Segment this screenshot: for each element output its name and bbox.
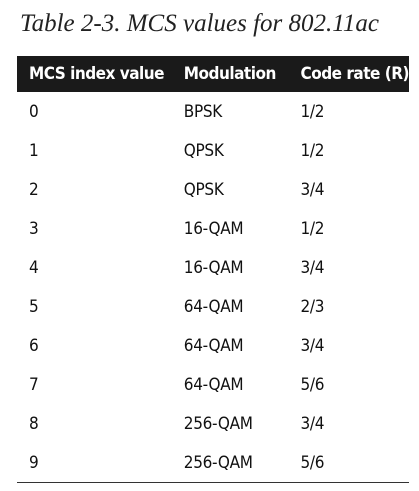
table-row: 8 256-QAM 3/4 xyxy=(17,404,409,443)
table-row: 1 QPSK 1/2 xyxy=(17,131,409,170)
table-row: 6 64-QAM 3/4 xyxy=(17,326,409,365)
table-cell: 256-QAM xyxy=(171,443,289,483)
table-cell: QPSK xyxy=(183,140,224,161)
table-cell: 2/3 xyxy=(300,296,325,317)
table-cell: 9 xyxy=(17,443,172,483)
table-row: 4 16-QAM 3/4 xyxy=(17,248,409,287)
table-header: MCS index value Modulation Code rate (R) xyxy=(17,56,409,92)
table-row: 2 QPSK 3/4 xyxy=(17,170,409,209)
table: MCS index value Modulation Code rate (R) 0… xyxy=(17,56,409,483)
table-cell: 1/2 xyxy=(300,218,325,239)
table-row: 7 64-QAM 5/6 xyxy=(17,365,409,404)
table-cell: 2 xyxy=(29,179,39,200)
table-cell: 256-QAM xyxy=(183,413,253,434)
table-caption: Table 2-3. MCS values for 802.11ac xyxy=(20,10,380,37)
header-row: MCS index value Modulation Code rate (R) xyxy=(17,56,409,92)
table-cell: 4 xyxy=(29,257,39,278)
table-cell: 3 xyxy=(29,218,39,239)
table-cell: 3/4 xyxy=(300,413,325,434)
table-cell: BPSK xyxy=(183,101,223,122)
table-row: 5 64-QAM 2/3 xyxy=(17,287,409,326)
column-header: MCS index value xyxy=(17,56,172,92)
table-cell: 3/4 xyxy=(300,257,325,278)
table-cell: 1/2 xyxy=(300,101,325,122)
table-cell: 1/2 xyxy=(300,140,325,161)
table-cell: 7 xyxy=(29,374,39,395)
table-cell: 8 xyxy=(29,413,39,434)
table-cell: 3/4 xyxy=(300,335,325,356)
column-header: Code rate (R) xyxy=(288,56,409,92)
table-cell: 64-QAM xyxy=(183,374,244,395)
table-cell: 6 xyxy=(29,335,39,356)
table-cell: 5 xyxy=(29,296,39,317)
table-row: 9 256-QAM 5/6 xyxy=(17,443,409,483)
table-row: 0 BPSK 1/2 xyxy=(17,92,409,131)
table-cell: 3/4 xyxy=(300,179,325,200)
table-cell: 64-QAM xyxy=(183,335,244,356)
table-cell: 0 xyxy=(29,101,39,122)
table-row: 3 16-QAM 1/2 xyxy=(17,209,409,248)
table-cell: 5/6 xyxy=(300,374,325,395)
table-body: 0 BPSK 1/2 1 QPSK 1/2 2 QPSK 3/4 3 16-QAM 1/2 4 16-QA… xyxy=(17,92,409,483)
table-cell: 1 xyxy=(29,140,39,161)
table-cell: 16-QAM xyxy=(183,257,244,278)
column-header: Modulation xyxy=(171,56,289,92)
table-cell: QPSK xyxy=(183,179,224,200)
table-cell: 16-QAM xyxy=(183,218,244,239)
table-cell: 5/6 xyxy=(288,443,409,483)
table-cell: 64-QAM xyxy=(183,296,244,317)
